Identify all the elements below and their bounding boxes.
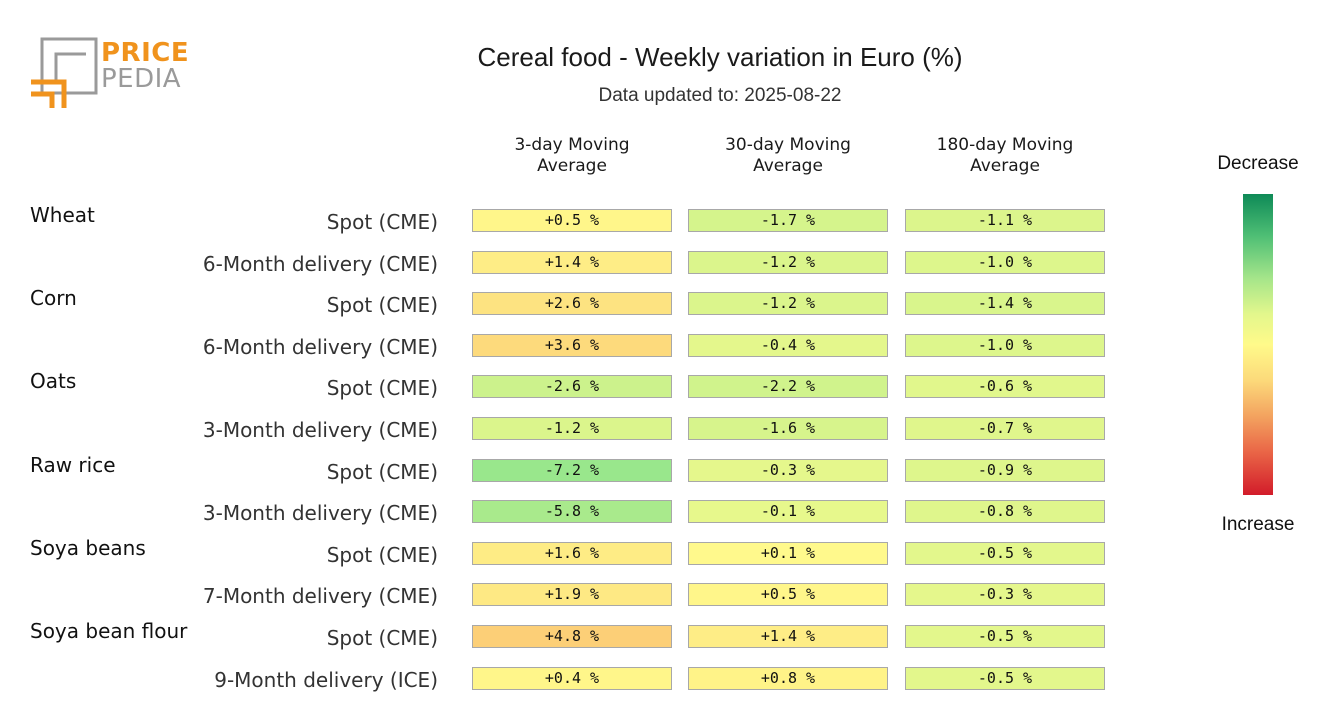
row-label: Spot (CME): [326, 210, 438, 234]
row-label: 7-Month delivery (CME): [202, 584, 438, 609]
heatmap-cell: -0.6 %: [905, 375, 1105, 399]
heatmap-cell: +0.8 %: [688, 666, 888, 690]
heatmap-cell: +1.6 %: [472, 541, 672, 565]
heatmap-cell: -0.7 %: [905, 417, 1105, 440]
row-label: 6-Month delivery (CME): [202, 251, 438, 276]
row-label: Spot (CME): [326, 293, 438, 318]
pricepedia-logo: PRICE PEDIA: [28, 36, 190, 112]
heatmap-cell: +0.5 %: [688, 583, 888, 607]
row-label: 3-Month delivery (CME): [202, 418, 438, 442]
chart-subtitle: Data updated to: 2025-08-22: [598, 85, 842, 106]
logo-line-2: PEDIA: [101, 64, 182, 94]
legend-increase-label: Increase: [1221, 514, 1295, 535]
group-label: Soya beans: [30, 535, 146, 560]
group-label: Soya bean flour: [30, 619, 188, 643]
column-header-1: 3-day Moving Average: [514, 135, 630, 176]
heatmap-cell: -1.2 %: [688, 292, 888, 316]
heatmap-cell: -1.4 %: [905, 292, 1105, 316]
heatmap-cell: -1.0 %: [905, 333, 1105, 357]
heatmap-cell: -1.7 %: [688, 209, 888, 232]
heatmap-cell: +0.1 %: [688, 541, 888, 565]
heatmap-cell: -0.5 %: [905, 541, 1105, 565]
heatmap-cell: -2.6 %: [472, 375, 672, 399]
heatmap-cell: +2.6 %: [472, 292, 672, 316]
heatmap-cell: -0.1 %: [688, 500, 888, 524]
heatmap-cell: +3.6 %: [472, 333, 672, 357]
row-label: 9-Month delivery (ICE): [214, 667, 438, 692]
heatmap-cell: -1.1 %: [905, 209, 1105, 232]
column-header-2: 30-day Moving Average: [725, 135, 851, 176]
heatmap-cell: +4.8 %: [472, 625, 672, 648]
heatmap-cell: +1.4 %: [472, 250, 672, 274]
row-label: Spot (CME): [326, 626, 438, 650]
heatmap-cell: +1.4 %: [688, 625, 888, 648]
row-label: Spot (CME): [326, 459, 438, 484]
heatmap-cell: -0.9 %: [905, 458, 1105, 482]
heatmap-cell: -0.8 %: [905, 500, 1105, 524]
group-label: Raw rice: [30, 452, 116, 477]
chart-title: Cereal food - Weekly variation in Euro (…: [477, 42, 963, 72]
heatmap-cell: -0.5 %: [905, 625, 1105, 648]
heatmap-cell: -0.3 %: [688, 458, 888, 482]
group-label: Corn: [30, 286, 77, 311]
legend-decrease-label: Decrease: [1217, 153, 1299, 174]
heatmap-cell: -1.2 %: [688, 250, 888, 274]
group-label: Wheat: [30, 203, 95, 227]
heatmap-cell: -0.5 %: [905, 666, 1105, 690]
row-label: Spot (CME): [326, 376, 438, 401]
group-label: Oats: [30, 369, 77, 394]
heatmap-cell: -1.2 %: [472, 417, 672, 440]
heatmap-cell: -5.8 %: [472, 500, 672, 524]
heatmap-cell: +0.5 %: [472, 209, 672, 232]
heatmap-cell: +0.4 %: [472, 666, 672, 690]
heatmap-cell: -2.2 %: [688, 375, 888, 399]
heatmap-cell: +1.9 %: [472, 583, 672, 607]
row-label: Spot (CME): [326, 542, 438, 567]
heatmap-cell: -0.3 %: [905, 583, 1105, 607]
heatmap-cell: -7.2 %: [472, 458, 672, 482]
heatmap-cell: -0.4 %: [688, 333, 888, 357]
color-scale-bar: [1243, 194, 1273, 495]
heatmap-cell: -1.6 %: [688, 417, 888, 440]
row-label: 3-Month delivery (CME): [202, 501, 438, 526]
heatmap-cell: -1.0 %: [905, 250, 1105, 274]
logo-line-1: PRICE: [101, 38, 190, 68]
row-label: 6-Month delivery (CME): [202, 334, 438, 359]
column-header-3: 180-day Moving Average: [936, 135, 1074, 176]
logo-mark-icon: [31, 37, 98, 108]
